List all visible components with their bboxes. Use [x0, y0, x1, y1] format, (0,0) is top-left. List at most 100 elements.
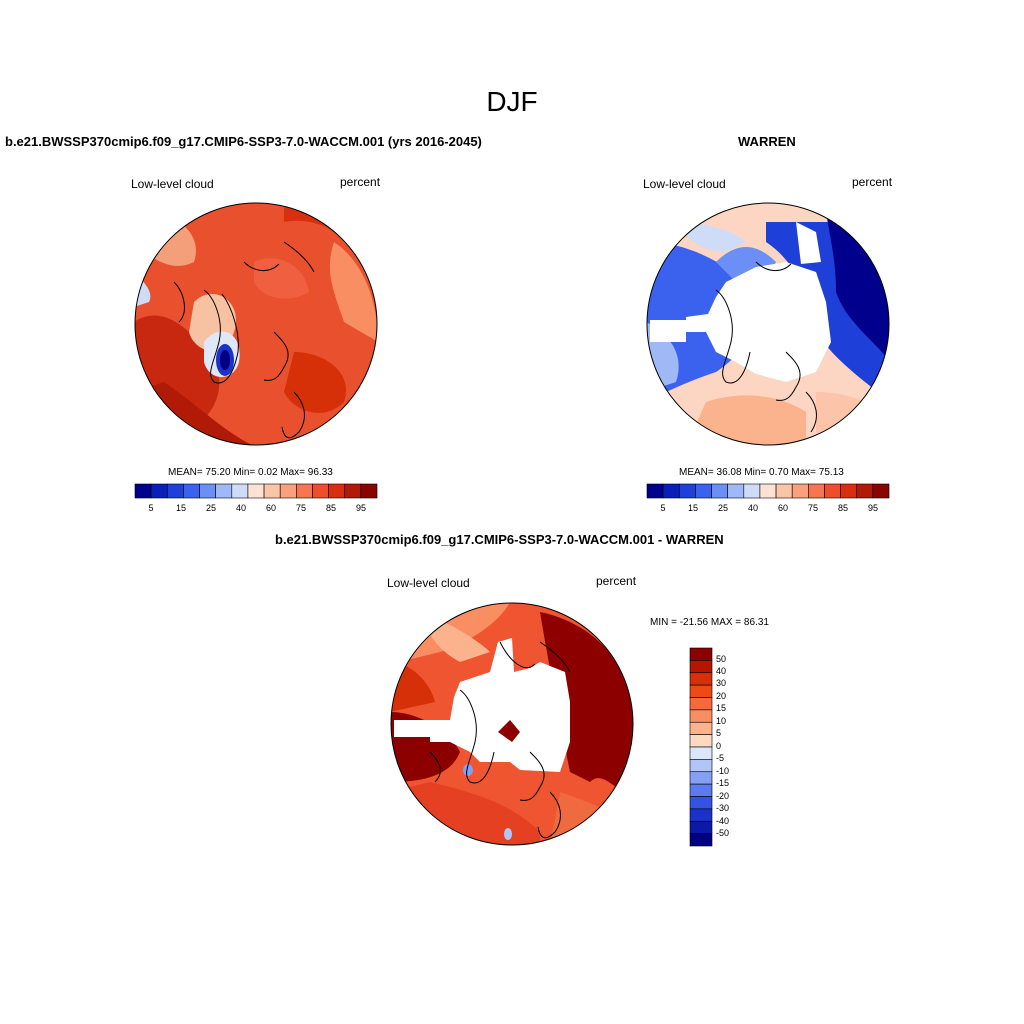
- colorbar-swatch: [727, 483, 745, 499]
- cb2-tick-15: 15: [687, 503, 698, 513]
- cb3-tick-10: 10: [716, 716, 727, 726]
- cb2-tick-75: 75: [807, 503, 818, 513]
- colorbar-swatch: [856, 483, 874, 499]
- cb2-tick-40: 40: [747, 503, 758, 513]
- colorbar-swatch: [199, 483, 216, 499]
- colorbar-swatch: [689, 684, 713, 698]
- colorbar-swatch: [743, 483, 761, 499]
- panel1-stats: MEAN= 75.20 Min= 0.02 Max= 96.33: [168, 467, 333, 478]
- colorbar-swatch: [646, 483, 664, 499]
- cb3-tick-20: 20: [716, 691, 727, 701]
- cb3-tick-neg10: -10: [716, 766, 730, 776]
- cb3-tick-5: 5: [716, 728, 722, 738]
- colorbar-swatch: [215, 483, 233, 499]
- cb2-tick-95: 95: [867, 503, 878, 513]
- panel3-colorbar: [689, 647, 713, 847]
- cb3-tick-neg15: -15: [716, 778, 730, 788]
- cb1-tick-5: 5: [148, 503, 154, 513]
- colorbar-swatch: [689, 808, 713, 822]
- panel3-variable-label: Low-level cloud: [387, 576, 470, 590]
- panel2-stats: MEAN= 36.08 Min= 0.70 Max= 75.13: [679, 467, 844, 478]
- cb3-tick-15: 15: [716, 703, 727, 713]
- colorbar-swatch: [263, 483, 281, 499]
- colorbar-swatch: [360, 483, 378, 499]
- panel3-colorbar-ticks: 50 40 30 20 15 10 5 0 -5 -10 -15 -20 -30…: [716, 650, 756, 846]
- colorbar-swatch: [689, 771, 713, 785]
- panel1-case-title: b.e21.BWSSP370cmip6.f09_g17.CMIP6-SSP3-7…: [5, 134, 482, 149]
- colorbar-swatch: [808, 483, 825, 499]
- colorbar-swatch: [689, 647, 713, 661]
- colorbar-swatch: [689, 660, 713, 674]
- cb1-tick-15: 15: [175, 503, 186, 513]
- cb2-tick-60: 60: [777, 503, 788, 513]
- panel3-stats: MIN = -21.56 MAX = 86.31: [650, 617, 769, 628]
- colorbar-swatch: [791, 483, 809, 499]
- colorbar-swatch: [689, 734, 713, 748]
- colorbar-swatch: [689, 746, 713, 760]
- colorbar-swatch: [689, 820, 713, 834]
- panel3-polar-map: [390, 602, 634, 846]
- colorbar-swatch: [183, 483, 200, 499]
- panel3-case-title: b.e21.BWSSP370cmip6.f09_g17.CMIP6-SSP3-7…: [275, 532, 724, 547]
- colorbar-swatch: [279, 483, 297, 499]
- cb1-tick-85: 85: [325, 503, 336, 513]
- colorbar-swatch: [344, 483, 362, 499]
- colorbar-swatch: [247, 483, 265, 499]
- colorbar-swatch: [695, 483, 712, 499]
- panel2-variable-label: Low-level cloud: [643, 177, 726, 191]
- cb3-tick-0: 0: [716, 741, 722, 751]
- colorbar-swatch: [231, 483, 249, 499]
- colorbar-swatch: [689, 721, 713, 735]
- cb1-tick-25: 25: [205, 503, 216, 513]
- colorbar-swatch: [775, 483, 793, 499]
- cb1-tick-95: 95: [355, 503, 366, 513]
- cb2-tick-85: 85: [837, 503, 848, 513]
- colorbar-swatch: [150, 483, 168, 499]
- colorbar-swatch: [711, 483, 728, 499]
- cb1-tick-75: 75: [295, 503, 306, 513]
- panel1-colorbar-ticks: 5 15 25 40 60 75 85 95: [135, 503, 377, 515]
- cb3-tick-neg40: -40: [716, 816, 730, 826]
- panel3-units-label: percent: [596, 574, 637, 588]
- main-title: DJF: [486, 86, 538, 117]
- cb3-tick-30: 30: [716, 678, 727, 688]
- colorbar-swatch: [689, 796, 713, 810]
- colorbar-swatch: [689, 709, 713, 723]
- colorbar-swatch: [759, 483, 777, 499]
- panel2-case-title: WARREN: [738, 134, 796, 149]
- cb3-tick-40: 40: [716, 666, 727, 676]
- colorbar-swatch: [662, 483, 680, 499]
- cb1-tick-40: 40: [235, 503, 246, 513]
- cb3-tick-neg20: -20: [716, 791, 730, 801]
- colorbar-swatch: [872, 483, 890, 499]
- panel1-units-label: percent: [340, 175, 381, 189]
- panel1-polar-map: [134, 202, 378, 446]
- colorbar-swatch: [678, 483, 696, 499]
- panel2-colorbar-ticks: 5 15 25 40 60 75 85 95: [647, 503, 889, 515]
- panel2-units-label: percent: [852, 175, 893, 189]
- cb3-tick-neg50: -50: [716, 828, 730, 838]
- colorbar-swatch: [689, 697, 713, 711]
- cb3-tick-50: 50: [716, 654, 727, 664]
- colorbar-swatch: [689, 759, 713, 773]
- colorbar-swatch: [824, 483, 841, 499]
- cb1-tick-60: 60: [265, 503, 276, 513]
- cb3-tick-neg5: -5: [716, 753, 725, 763]
- colorbar-swatch: [689, 672, 713, 686]
- panel2-colorbar: [646, 483, 890, 499]
- colorbar-swatch: [296, 483, 313, 499]
- cb3-tick-neg30: -30: [716, 803, 730, 813]
- panel2-polar-map: [646, 202, 890, 446]
- panel1-colorbar: [134, 483, 378, 499]
- cb2-tick-25: 25: [717, 503, 728, 513]
- colorbar-swatch: [689, 833, 713, 847]
- colorbar-swatch: [312, 483, 329, 499]
- colorbar-swatch: [166, 483, 184, 499]
- panel1-variable-label: Low-level cloud: [131, 177, 214, 191]
- colorbar-swatch: [840, 483, 858, 499]
- colorbar-swatch: [328, 483, 346, 499]
- colorbar-swatch: [134, 483, 152, 499]
- cb2-tick-5: 5: [660, 503, 666, 513]
- colorbar-swatch: [689, 783, 713, 797]
